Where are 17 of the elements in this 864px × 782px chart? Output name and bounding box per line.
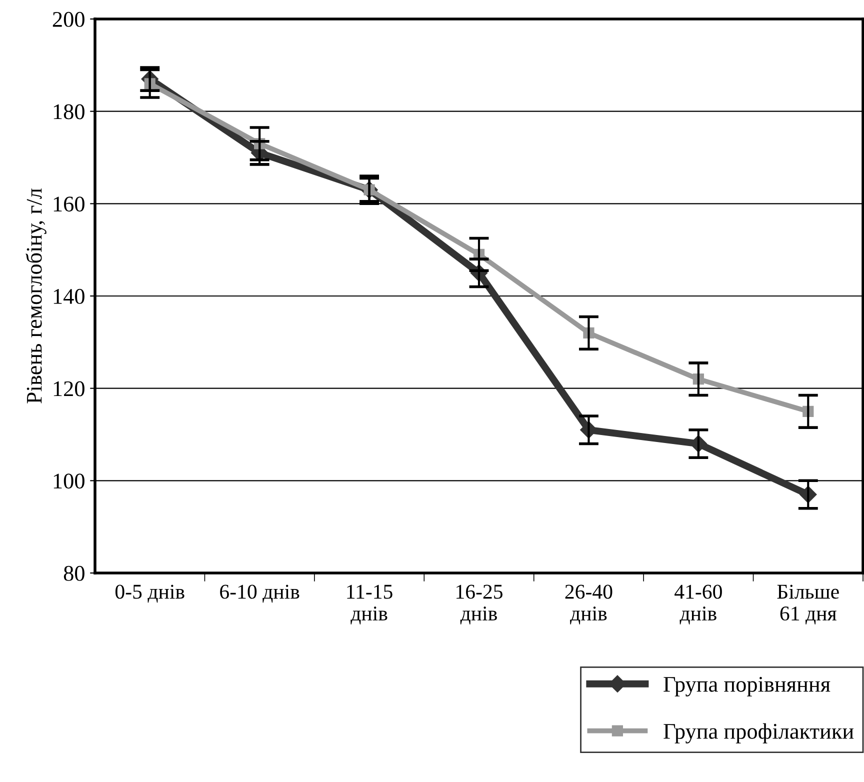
y-tick-label: 160 [54,196,84,212]
x-tick-label: 41-60 днів [674,584,722,624]
x-tick-label: Більше 61 дня [777,584,839,624]
y-tick-label: 200 [52,12,84,27]
y-tick-label: 180 [54,104,84,120]
legend-label: Група порівняння [664,676,830,696]
x-tick-label: 26-40 днів [565,584,612,624]
y-tick-label: 120 [54,381,84,396]
x-tick-label: 11-15 днів [347,584,392,624]
y-tick-label: 80 [64,566,84,581]
y-tick-label: 100 [54,474,84,489]
y-axis-title: Рівень гемоглобіну, г/л [26,188,46,404]
x-tick-label: 16-25 днів [456,584,502,624]
x-tick-label: 0-5 днів [115,584,184,603]
y-tick-label: 140 [54,288,84,304]
x-tick-label: 6-10 днів [220,584,300,603]
legend-label: Група профілактики [664,723,854,744]
